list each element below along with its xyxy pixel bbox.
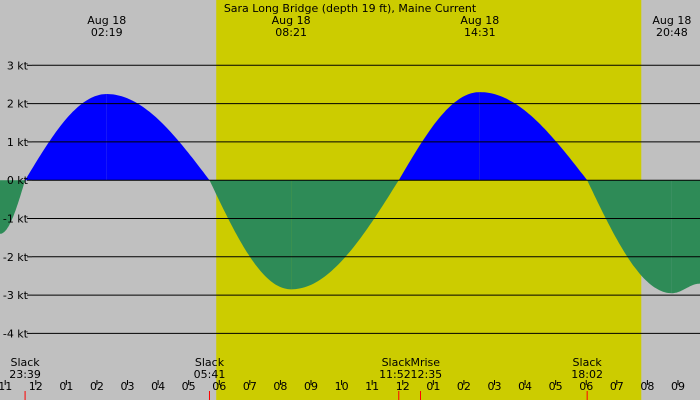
event-label: Slack: [573, 356, 603, 369]
x-tick-label: 06: [212, 380, 226, 393]
x-tick-label: 09: [671, 380, 685, 393]
grid-lines: [32, 64, 700, 334]
x-tick-label: 04: [518, 380, 532, 393]
x-tick-label: 12: [396, 380, 410, 393]
peak-time-label: 14:31: [464, 26, 496, 39]
x-tick-label: 09: [304, 380, 318, 393]
x-tick-label: 11: [0, 380, 12, 393]
x-tick-label: 07: [243, 380, 257, 393]
y-axis-ticks: 3 kt 2 kt 1 kt 0 kt -1 kt -2 kt -3 kt -4 kt: [3, 59, 32, 340]
flood-area: [479, 92, 588, 181]
x-tick-label: 01: [59, 380, 73, 393]
ebb-area: [291, 180, 399, 290]
event-label: Slack: [10, 356, 40, 369]
flood-area: [398, 92, 480, 181]
peak-time-label: 20:48: [656, 26, 688, 39]
x-tick-label: 07: [610, 380, 624, 393]
x-tick-label: 08: [640, 380, 654, 393]
x-tick-label: 02: [457, 380, 471, 393]
current-areas: [0, 92, 700, 294]
x-tick-label: 06: [579, 380, 593, 393]
y-tick-label: -3 kt: [3, 289, 29, 302]
ebb-area: [209, 180, 292, 290]
event-time: 12:35: [410, 368, 442, 381]
peak-date-label: Aug 18: [272, 14, 311, 27]
x-tick-label: 04: [151, 380, 165, 393]
peak-date-label: Aug 18: [87, 14, 126, 27]
x-tick-label: 03: [121, 380, 135, 393]
flood-area: [106, 94, 210, 181]
x-tick-label: 10: [335, 380, 349, 393]
x-tick-label: 08: [273, 380, 287, 393]
event-time: 05:41: [194, 368, 226, 381]
peak-time-label: 02:19: [91, 26, 123, 39]
ebb-area: [671, 180, 700, 294]
x-tick-label: 11: [365, 380, 379, 393]
y-tick-label: 3 kt: [7, 59, 29, 72]
chart-title: Sara Long Bridge (depth 19 ft), Maine Cu…: [224, 2, 477, 15]
event-label: Mrise: [410, 356, 440, 369]
event-time: 11:52: [379, 368, 411, 381]
x-tick-label: 05: [182, 380, 196, 393]
x-tick-label: 12: [29, 380, 43, 393]
y-tick-label: 2 kt: [7, 98, 29, 111]
y-tick-label: 0 kt: [7, 174, 29, 187]
x-axis-ticks: 11 12 01 02 03 04 05 06 07 08 09 10 11 12 01 02 03 04 05 06…: [0, 380, 685, 393]
y-tick-label: 1 kt: [7, 136, 29, 149]
x-tick-label: 03: [487, 380, 501, 393]
event-label: Slack: [195, 356, 225, 369]
peak-date-label: Aug 18: [652, 14, 691, 27]
event-label: Slack: [382, 356, 412, 369]
event-time: 23:39: [9, 368, 41, 381]
event-labels: Slack23:39Slack05:41Slack11:52Mrise12:35…: [9, 356, 603, 400]
x-tick-label: 02: [90, 380, 104, 393]
y-tick-label: -2 kt: [3, 251, 29, 264]
event-time: 18:02: [571, 368, 603, 381]
y-tick-label: -4 kt: [3, 327, 29, 340]
x-tick-label: 01: [426, 380, 440, 393]
x-tick-label: 05: [549, 380, 563, 393]
y-tick-label: -1 kt: [3, 213, 29, 226]
peak-time-label: 08:21: [275, 26, 307, 39]
ebb-area: [587, 180, 672, 294]
flood-area: [25, 94, 107, 181]
peak-date-label: Aug 18: [460, 14, 499, 27]
ebb-area: [0, 180, 26, 234]
